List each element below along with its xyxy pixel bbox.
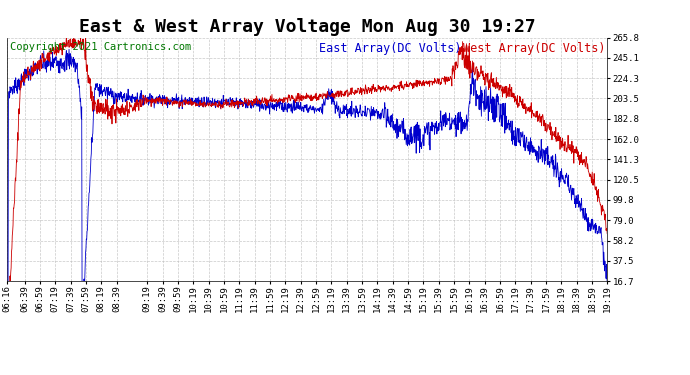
- Text: West Array(DC Volts): West Array(DC Volts): [463, 42, 606, 56]
- Title: East & West Array Voltage Mon Aug 30 19:27: East & West Array Voltage Mon Aug 30 19:…: [79, 18, 535, 36]
- Text: East Array(DC Volts): East Array(DC Volts): [319, 42, 462, 56]
- Text: Copyright 2021 Cartronics.com: Copyright 2021 Cartronics.com: [10, 42, 191, 52]
